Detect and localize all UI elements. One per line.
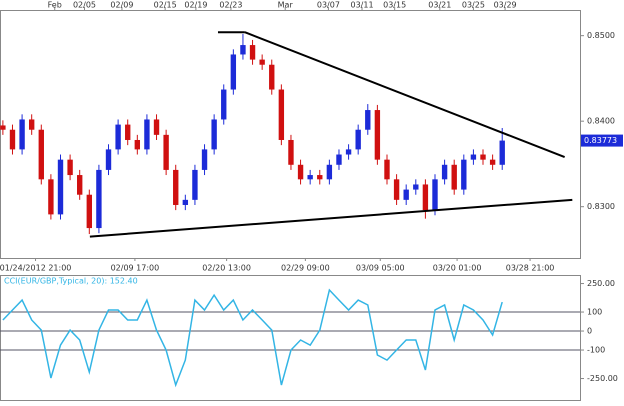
x-tick-label: 03/11 (350, 1, 373, 10)
candle-body (393, 179, 400, 200)
candle-body (259, 59, 265, 65)
candle-body (249, 45, 256, 60)
candle-body (336, 154, 342, 165)
x-tick-label: 03/28 21:00 (506, 264, 555, 273)
candle-body (115, 124, 121, 150)
candle-body (326, 164, 333, 180)
candle-body (57, 159, 64, 215)
x-tick-label: 03/09 05:00 (356, 264, 405, 273)
x-tick-label: Feb (48, 1, 62, 10)
y-tick-label: 0.8300 (587, 202, 615, 211)
candle-body (365, 110, 371, 130)
candle-body (96, 169, 102, 229)
cci-title: CCI(EUR/GBP,Typical, 20): 152.40 (4, 277, 138, 286)
x-tick-label: 01/24/2012 21:00 (0, 264, 71, 273)
y-tick-label: -100 (587, 346, 605, 355)
candle-body (441, 164, 448, 180)
candle-body (269, 64, 275, 90)
x-tick-label: 02/20 13:00 (202, 264, 251, 273)
candle-body (480, 154, 486, 160)
candle-body (19, 119, 25, 150)
y-tick-label: 100 (587, 308, 602, 317)
candle-body (345, 149, 352, 155)
candle-body (278, 89, 285, 140)
x-tick-label: 03/29 (494, 1, 517, 10)
candle-body (0, 125, 6, 130)
x-tick-label: 02/19 (184, 1, 207, 10)
cci-line (2, 288, 503, 388)
candle-body (86, 194, 92, 229)
candle-body (211, 119, 217, 150)
candle-body (38, 129, 44, 180)
trend-line (89, 198, 573, 238)
candle-body (422, 184, 429, 211)
candle-body (230, 54, 237, 90)
candle-body (9, 129, 16, 150)
candle-body (134, 139, 141, 150)
candle-body (240, 45, 246, 55)
candle-body (297, 164, 304, 180)
candle-body (221, 89, 227, 120)
y-tick-label: 0 (587, 327, 592, 336)
x-tick-label: 02/05 (73, 1, 96, 10)
candle-body (307, 175, 313, 180)
candle-body (125, 124, 131, 140)
candle-body (413, 184, 419, 190)
x-tick-label: 03/20 01:00 (433, 264, 482, 273)
candle-body (48, 179, 54, 215)
candle-body (182, 199, 189, 205)
candle-body (470, 154, 477, 160)
candle-body (29, 119, 35, 130)
candle-body (451, 164, 457, 190)
trend-line (244, 31, 565, 159)
x-tick-label: 03/07 (317, 1, 340, 10)
candle-body (105, 149, 112, 170)
x-tick-label: Mar (278, 1, 294, 10)
y-tick-label: 250.00 (587, 279, 615, 288)
x-tick-label: 03/15 (383, 1, 406, 10)
candle-body (153, 119, 160, 135)
y-tick-label: -250.00 (587, 374, 618, 383)
candle-body (201, 149, 208, 170)
x-tick-label: 03/25 (462, 1, 485, 10)
candle-body (317, 175, 323, 180)
price-panel (0, 10, 581, 259)
y-tick-label: 0.8500 (587, 31, 615, 40)
last-price-label: 0.83773 (584, 136, 617, 145)
candle-body (288, 139, 294, 165)
x-tick-label: 02/09 (110, 1, 133, 10)
candle-body (67, 159, 73, 176)
x-tick-label: 02/29 09:00 (281, 264, 330, 273)
candle-body (355, 129, 361, 150)
candle-body (374, 110, 381, 160)
candle-body (163, 134, 169, 170)
candle-body (432, 179, 438, 211)
candle-body (499, 140, 505, 165)
candle-body (461, 159, 467, 190)
x-tick-label: 03/21 (428, 1, 451, 10)
candle-body (192, 169, 198, 200)
x-tick-label: 02/09 17:00 (111, 264, 160, 273)
candle-body (144, 119, 150, 150)
candle-body (489, 159, 496, 165)
last-price-box (581, 134, 623, 147)
candle-body (403, 189, 409, 200)
x-tick-label: 02/15 (154, 1, 177, 10)
candle-body (384, 159, 390, 180)
x-tick-label: 02/23 (219, 1, 242, 10)
candle-body (173, 169, 179, 205)
cci-panel (0, 275, 581, 401)
y-tick-label: 0.8400 (587, 117, 615, 126)
candle-body (77, 175, 83, 195)
